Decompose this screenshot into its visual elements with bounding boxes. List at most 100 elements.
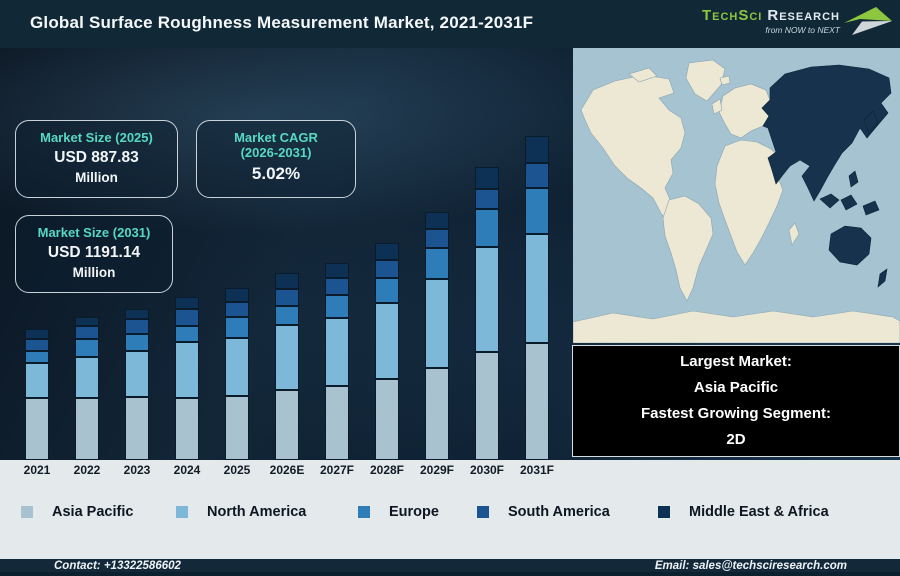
bar-segment-europe [175,326,199,342]
bar-segment-europe [475,209,499,247]
bar-segment-north-america [325,318,349,386]
bar-segment-south-america [375,260,399,278]
stat-title: Market Size (2025) [16,130,177,145]
bar-segment-asia-pacific [525,343,549,460]
stat-title: Market Size (2031) [16,225,172,240]
map-north-america [580,74,686,228]
bar-segment-north-america [425,279,449,368]
legend-label: Middle East & Africa [689,504,829,520]
chart-footer-strip: 2021 2022 2023 2024 2025 2026E 2027F 2028F 2029F… [0,460,900,559]
axis-label-2027F: 2027F [319,463,355,477]
bar-2021 [25,329,49,460]
bar-segment-middle-east-africa [175,297,199,309]
bar-2027F [325,263,349,460]
bar-2029F [425,212,449,460]
stat-value: USD 887.83 [54,149,139,166]
bar-segment-north-america [25,363,49,398]
bar-segment-south-america [425,229,449,248]
axis-label-2023: 2023 [123,463,151,477]
info-line-largest-market-value: Asia Pacific [693,379,779,396]
bar-segment-south-america [175,309,199,326]
world-map [573,48,900,343]
bar-segment-middle-east-africa [475,167,499,189]
map-south-america [662,195,714,302]
bar-segment-middle-east-africa [25,329,49,339]
bar-segment-asia-pacific [25,398,49,460]
axis-label-2028F: 2028F [369,463,405,477]
bar-segment-middle-east-africa [425,212,449,229]
legend-label: Europe [389,504,439,520]
bar-chart: Market Size (2025) USD 887.83 Million Ma… [0,48,573,460]
bar-segment-europe [225,317,249,338]
bar-segment-south-america [475,189,499,209]
legend-item-north-america: North America [176,504,306,520]
legend-swatch [358,506,370,518]
legend-swatch [477,506,489,518]
axis-label-2029F: 2029F [419,463,455,477]
info-line-largest-market: Largest Market: [680,353,792,370]
bar-segment-europe [25,351,49,363]
stat-unit: Million [72,265,116,280]
legend-swatch [658,506,670,518]
map-new-guinea-highlighted [862,200,880,216]
logo-brand: TechSci Research [702,7,840,24]
logo-brand-primary: TechSci [701,7,763,24]
stat-box-market-size-2025: Market Size (2025) USD 887.83 Million [15,120,178,198]
axis-label-2031F: 2031F [519,463,555,477]
techsci-research-logo: TechSci Research from NOW to NEXT [702,5,892,37]
stacked-bars [0,136,573,460]
stat-unit: Million [75,170,118,185]
bar-2030F [475,167,499,460]
stat-title-line: (2026-2031) [240,145,312,160]
legend-item-europe: Europe [358,504,439,520]
bar-segment-north-america [225,338,249,396]
legend-item-asia-pacific: Asia Pacific [21,504,133,520]
info-line-fastest-segment-value: 2D [726,431,746,448]
bar-segment-south-america [25,339,49,351]
largest-market-info-box: Largest Market: Asia Pacific Fastest Gro… [572,345,900,457]
x-axis-labels: 2021 2022 2023 2024 2025 2026E 2027F 2028F 2029F… [0,463,573,477]
bar-segment-europe [375,278,399,303]
axis-label-2026E: 2026E [269,463,305,477]
map-madagascar [788,222,800,246]
stat-title-line: Market Size (2031) [37,225,151,240]
bar-segment-europe [275,306,299,325]
footer-email: Email: sales@techsciresearch.com [654,559,847,572]
map-asia-highlighted [761,64,892,202]
bar-segment-asia-pacific [175,398,199,460]
logo-arrow-icon [844,7,892,35]
bar-segment-south-america [325,278,349,295]
bar-segment-middle-east-africa [525,136,549,163]
bar-segment-south-america [525,163,549,188]
legend-label: South America [508,504,610,520]
bar-segment-north-america [175,342,199,398]
axis-label-2024: 2024 [173,463,201,477]
bar-segment-europe [325,295,349,318]
bar-segment-asia-pacific [425,368,449,460]
legend-swatch [21,506,33,518]
bar-segment-asia-pacific [125,397,149,460]
bar-segment-asia-pacific [225,396,249,460]
map-greenland [685,59,726,102]
bar-segment-south-america [75,326,99,339]
map-antarctica [573,310,900,343]
stat-title-line: Market Size (2025) [40,130,153,145]
map-new-zealand-highlighted [877,268,888,288]
bar-segment-south-america [225,302,249,317]
bar-segment-europe [525,188,549,234]
bar-segment-asia-pacific [325,386,349,460]
logo-text: TechSci Research from NOW to NEXT [702,7,840,35]
bar-segment-south-america [275,289,299,306]
bar-2028F [375,243,399,460]
map-arctic-islands [628,67,658,83]
footer-contact: Contact: +13322586602 [54,559,181,572]
stat-title-line: Market CAGR [234,130,318,145]
logo-tagline: from NOW to NEXT [765,25,840,35]
top-bar: Global Surface Roughness Measurement Mar… [0,0,900,48]
stat-value: USD 1191.14 [47,244,141,261]
stat-box-market-cagr: Market CAGR (2026-2031) 5.02% [196,120,356,198]
bar-segment-asia-pacific [375,379,399,460]
map-borneo-highlighted [840,194,858,211]
map-iceland [719,75,731,86]
